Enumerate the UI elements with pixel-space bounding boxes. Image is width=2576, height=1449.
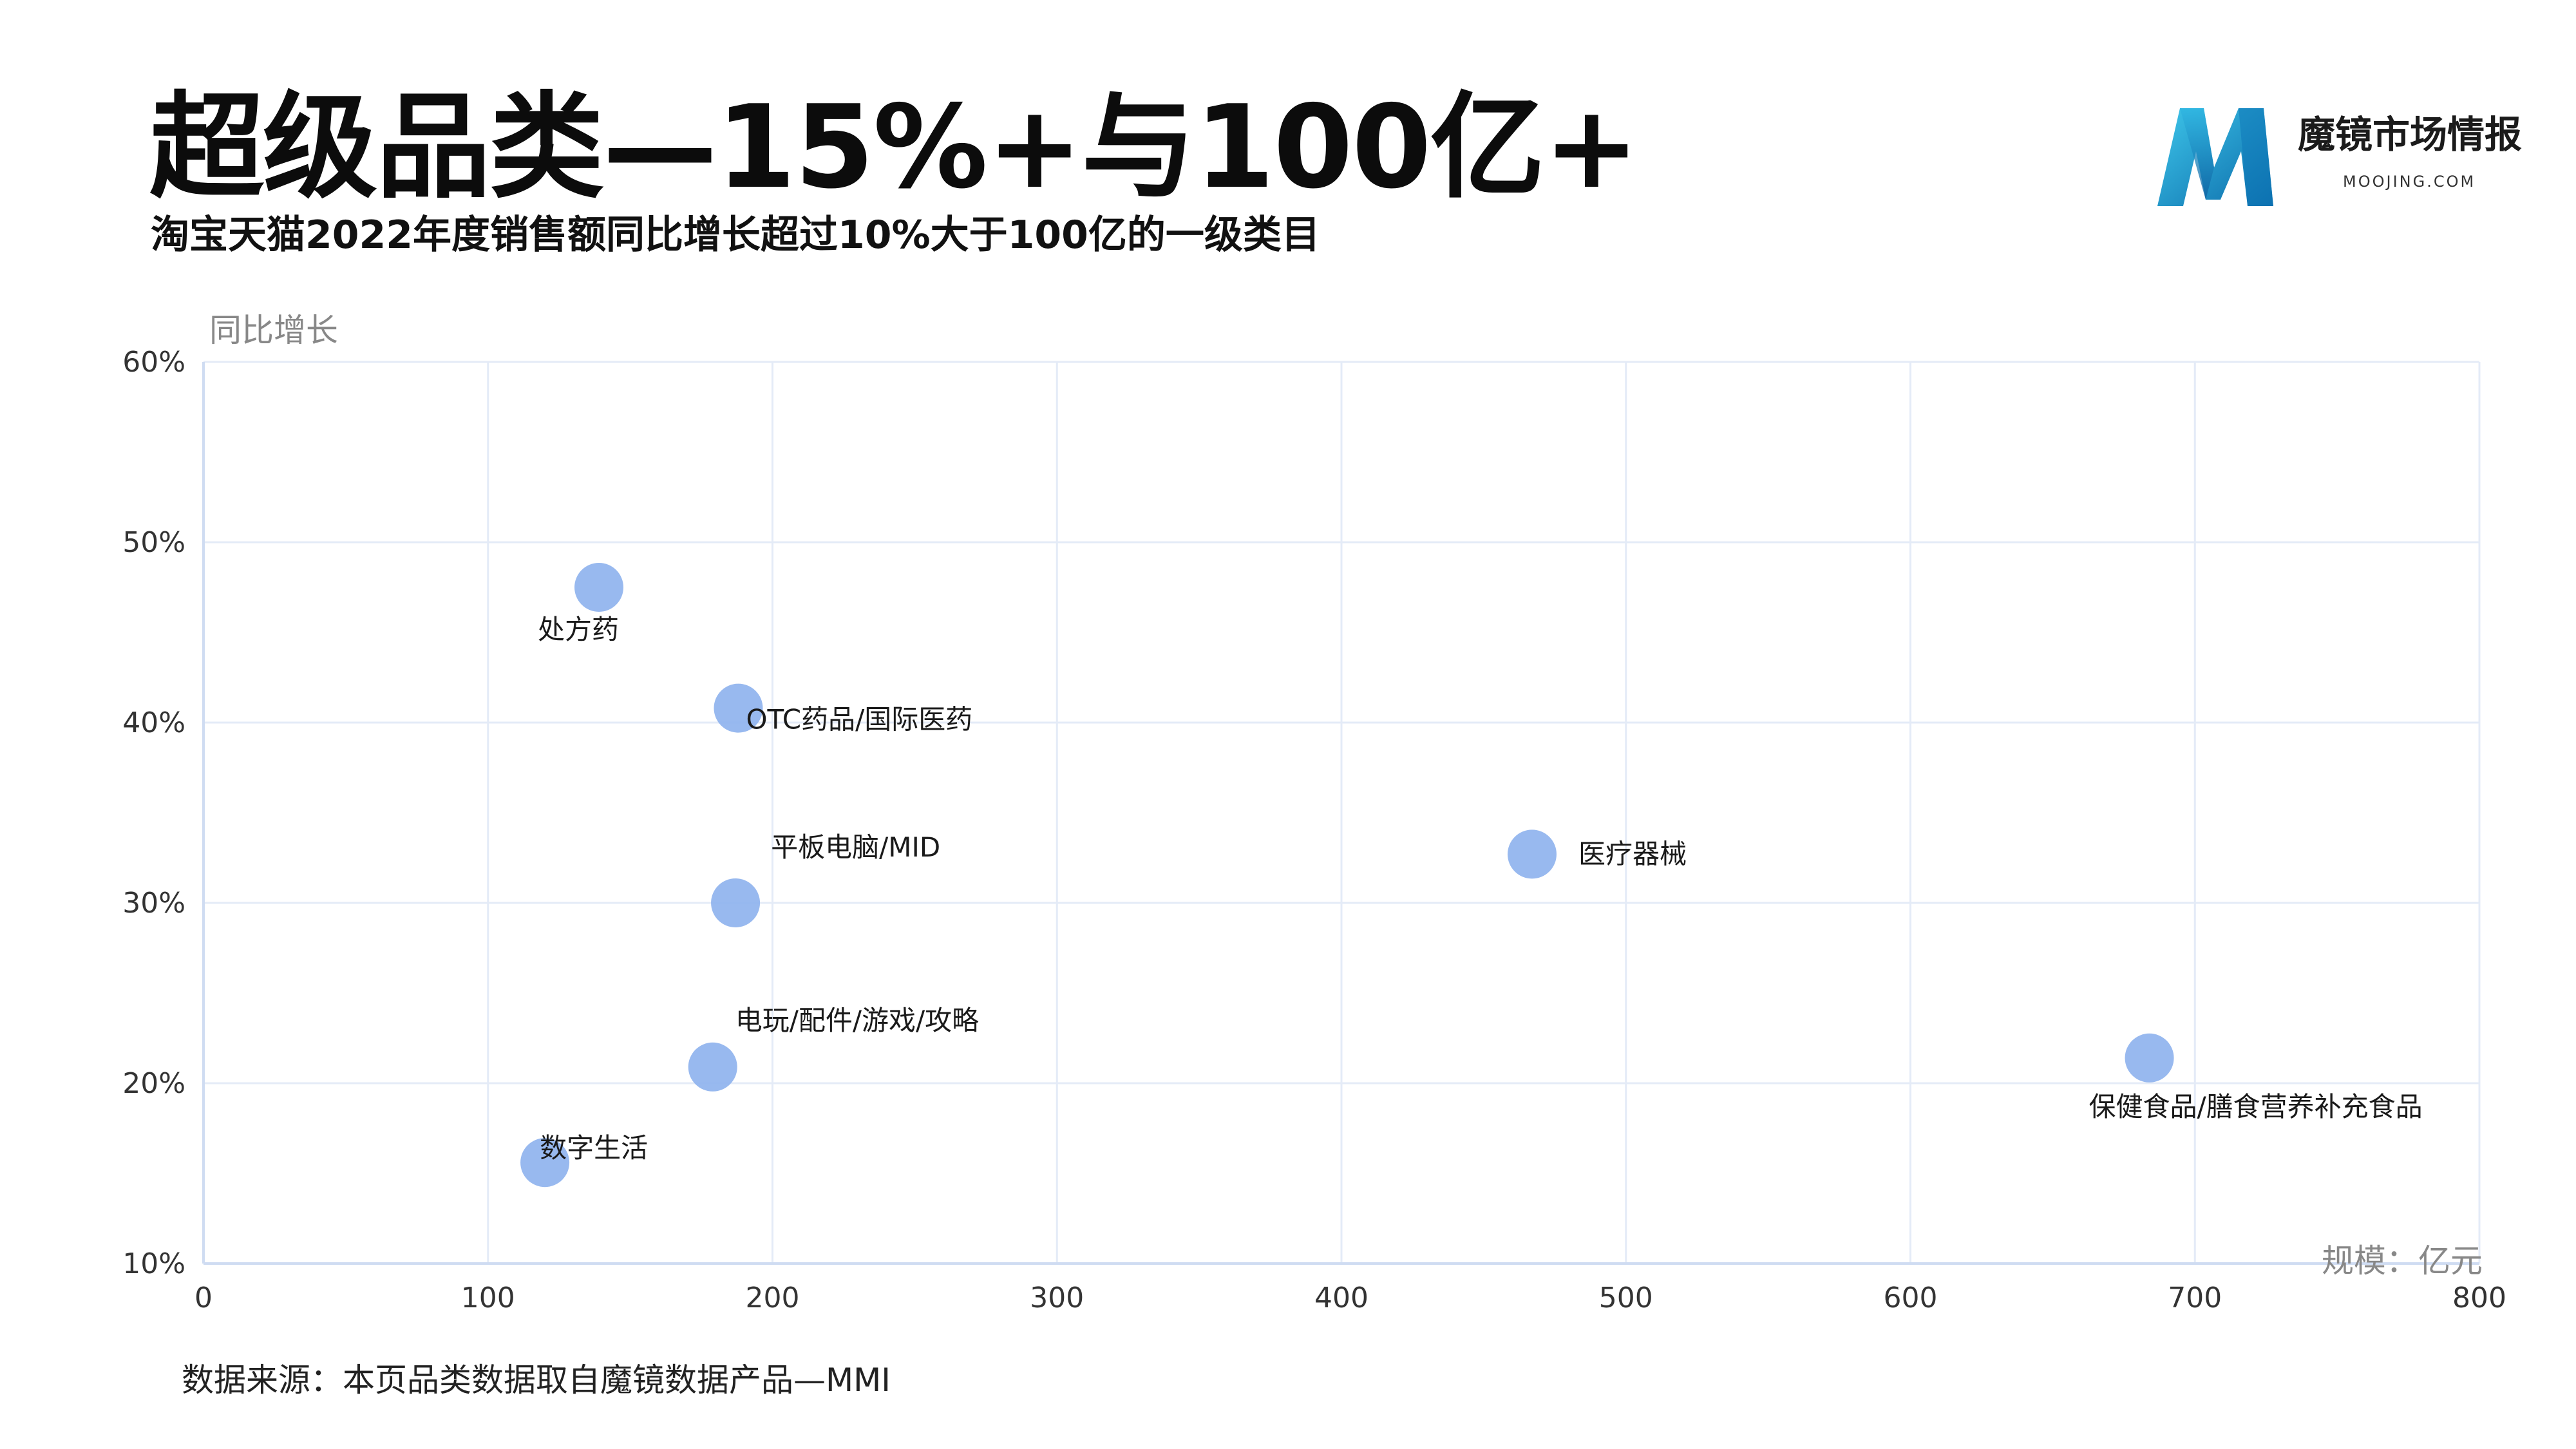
- data-point[interactable]: [520, 1138, 570, 1188]
- y-tick-label: 20%: [122, 1067, 185, 1100]
- data-point[interactable]: [574, 563, 624, 612]
- grid-layer: [202, 361, 2481, 1265]
- data-point-label: 医疗器械: [1578, 838, 1687, 869]
- y-tick-label: 10%: [122, 1247, 185, 1280]
- logo-domain: MOOJING.COM: [2343, 173, 2476, 191]
- y-axis-title: 同比增长: [209, 312, 338, 349]
- y-tick-label: 60%: [122, 346, 185, 379]
- x-tick-label: 500: [1599, 1282, 1653, 1314]
- data-point-label: OTC药品/国际医药: [746, 704, 972, 735]
- y-tick-label: 50%: [122, 526, 185, 559]
- data-point[interactable]: [711, 878, 761, 927]
- data-point[interactable]: [2125, 1033, 2174, 1083]
- x-tick-label: 400: [1314, 1282, 1368, 1314]
- x-tick-label: 200: [746, 1282, 800, 1314]
- y-tick-label: 30%: [122, 887, 185, 920]
- data-point-label: 平板电脑/MID: [771, 831, 940, 863]
- data-point[interactable]: [714, 683, 763, 733]
- x-tick-label: 700: [2168, 1282, 2222, 1314]
- page-subtitle: 淘宝天猫2022年度销售额同比增长超过10%大于100亿的一级类目: [151, 213, 1320, 258]
- y-tick-label: 40%: [122, 706, 185, 739]
- data-point-label: 数字生活: [540, 1132, 648, 1164]
- x-tick-label: 800: [2452, 1282, 2506, 1314]
- data-point[interactable]: [688, 1042, 737, 1092]
- data-point-label: 保健食品/膳食营养补充食品: [2088, 1091, 2422, 1122]
- brand-logo: 魔镜市场情报 MOOJING.COM: [2145, 97, 2544, 219]
- x-tick-label: 100: [461, 1282, 515, 1314]
- page-title: 超级品类—15%+与100亿+: [149, 80, 1640, 214]
- data-source-note: 数据来源：本页品类数据取自魔镜数据产品—MMI: [182, 1361, 891, 1399]
- x-tick-label: 600: [1884, 1282, 1938, 1314]
- x-tick-label: 0: [194, 1282, 213, 1314]
- data-point-label: 处方药: [538, 614, 619, 645]
- axis-layer: 0 100 200 300 400 500 600 700 800 10% 20% 30% 40% 50%…: [122, 346, 2506, 1314]
- logo-name: 魔镜市场情报: [2298, 113, 2523, 156]
- data-point-label: 电玩/配件/游戏/攻略: [735, 1005, 979, 1036]
- data-point[interactable]: [1507, 829, 1557, 879]
- x-tick-label: 300: [1030, 1282, 1084, 1314]
- moojing-logo-icon: [2157, 108, 2273, 206]
- x-axis-title: 规模：亿元: [2322, 1242, 2483, 1280]
